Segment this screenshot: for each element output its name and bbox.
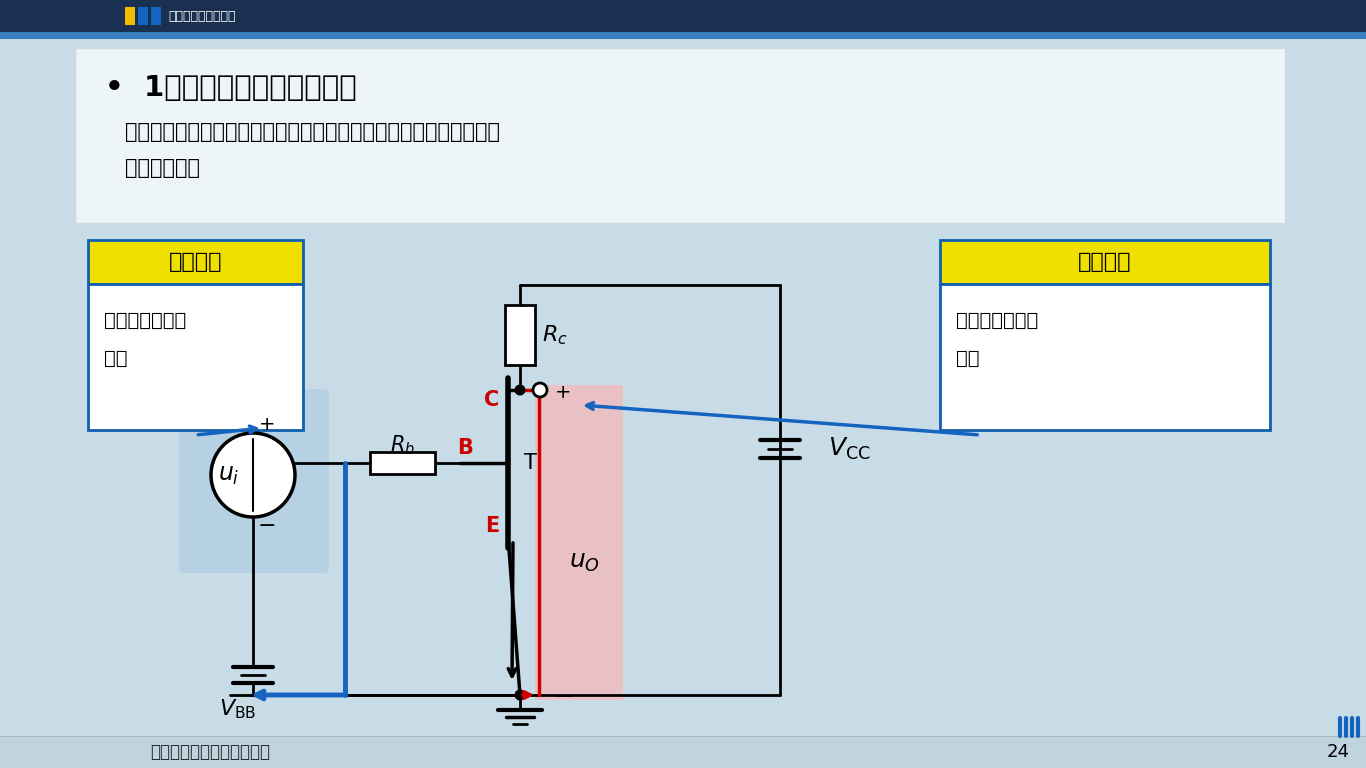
Text: $u_O$: $u_O$ [568,551,600,574]
Bar [505,305,535,365]
Bar [152,7,161,25]
Text: $V_{\mathrm{BB}}$: $V_{\mathrm{BB}}$ [220,697,257,720]
Text: 输入回路: 输入回路 [169,252,223,272]
Bar [0,32,1366,39]
Bar [940,284,1270,430]
Text: 输出信号所在的: 输出信号所在的 [956,310,1038,329]
Bar [138,7,148,25]
Text: B: B [458,438,473,458]
Circle shape [210,433,295,517]
Bar [75,48,1285,223]
Bar [0,0,1366,32]
Text: 确定公共端。: 确定公共端。 [126,158,199,178]
Text: +: + [258,415,276,435]
Text: $R_b$: $R_b$ [389,433,415,457]
Bar [535,385,623,700]
Circle shape [515,385,526,396]
Text: −: − [555,687,574,707]
Text: 24: 24 [1326,743,1350,761]
Text: E: E [485,516,499,536]
Text: $V_{\mathrm{CC}}$: $V_{\mathrm{CC}}$ [828,436,870,462]
Text: 根据输入信号和输出信号所在的回路确定输入回路和输出回路，进而: 根据输入信号和输出信号所在的回路确定输入回路和输出回路，进而 [126,122,500,142]
Bar [940,240,1270,284]
Bar [87,284,303,430]
Text: •  1、基本共射放大电路组成: • 1、基本共射放大电路组成 [105,74,357,102]
Text: C: C [485,390,500,410]
Text: 输出回路: 输出回路 [1078,252,1132,272]
Text: $u_i$: $u_i$ [219,463,240,487]
Text: +: + [555,382,571,402]
Text: $R_c$: $R_c$ [542,323,568,347]
Bar [87,240,303,284]
Bar [370,452,434,474]
Bar [126,7,135,25]
Text: −: − [258,516,276,536]
Text: T: T [523,453,537,473]
Circle shape [515,690,526,700]
Text: 山西农业大学王文俣: 山西农业大学王文俣 [168,9,235,22]
Bar [0,736,1366,768]
Text: 输入信号所在的: 输入信号所在的 [104,310,186,329]
Text: 回路: 回路 [104,349,127,368]
Text: 回路: 回路 [956,349,979,368]
Circle shape [533,383,546,397]
FancyBboxPatch shape [179,389,329,573]
Text: 主讲：山西农业大学王文俣: 主讲：山西农业大学王文俣 [150,743,270,761]
